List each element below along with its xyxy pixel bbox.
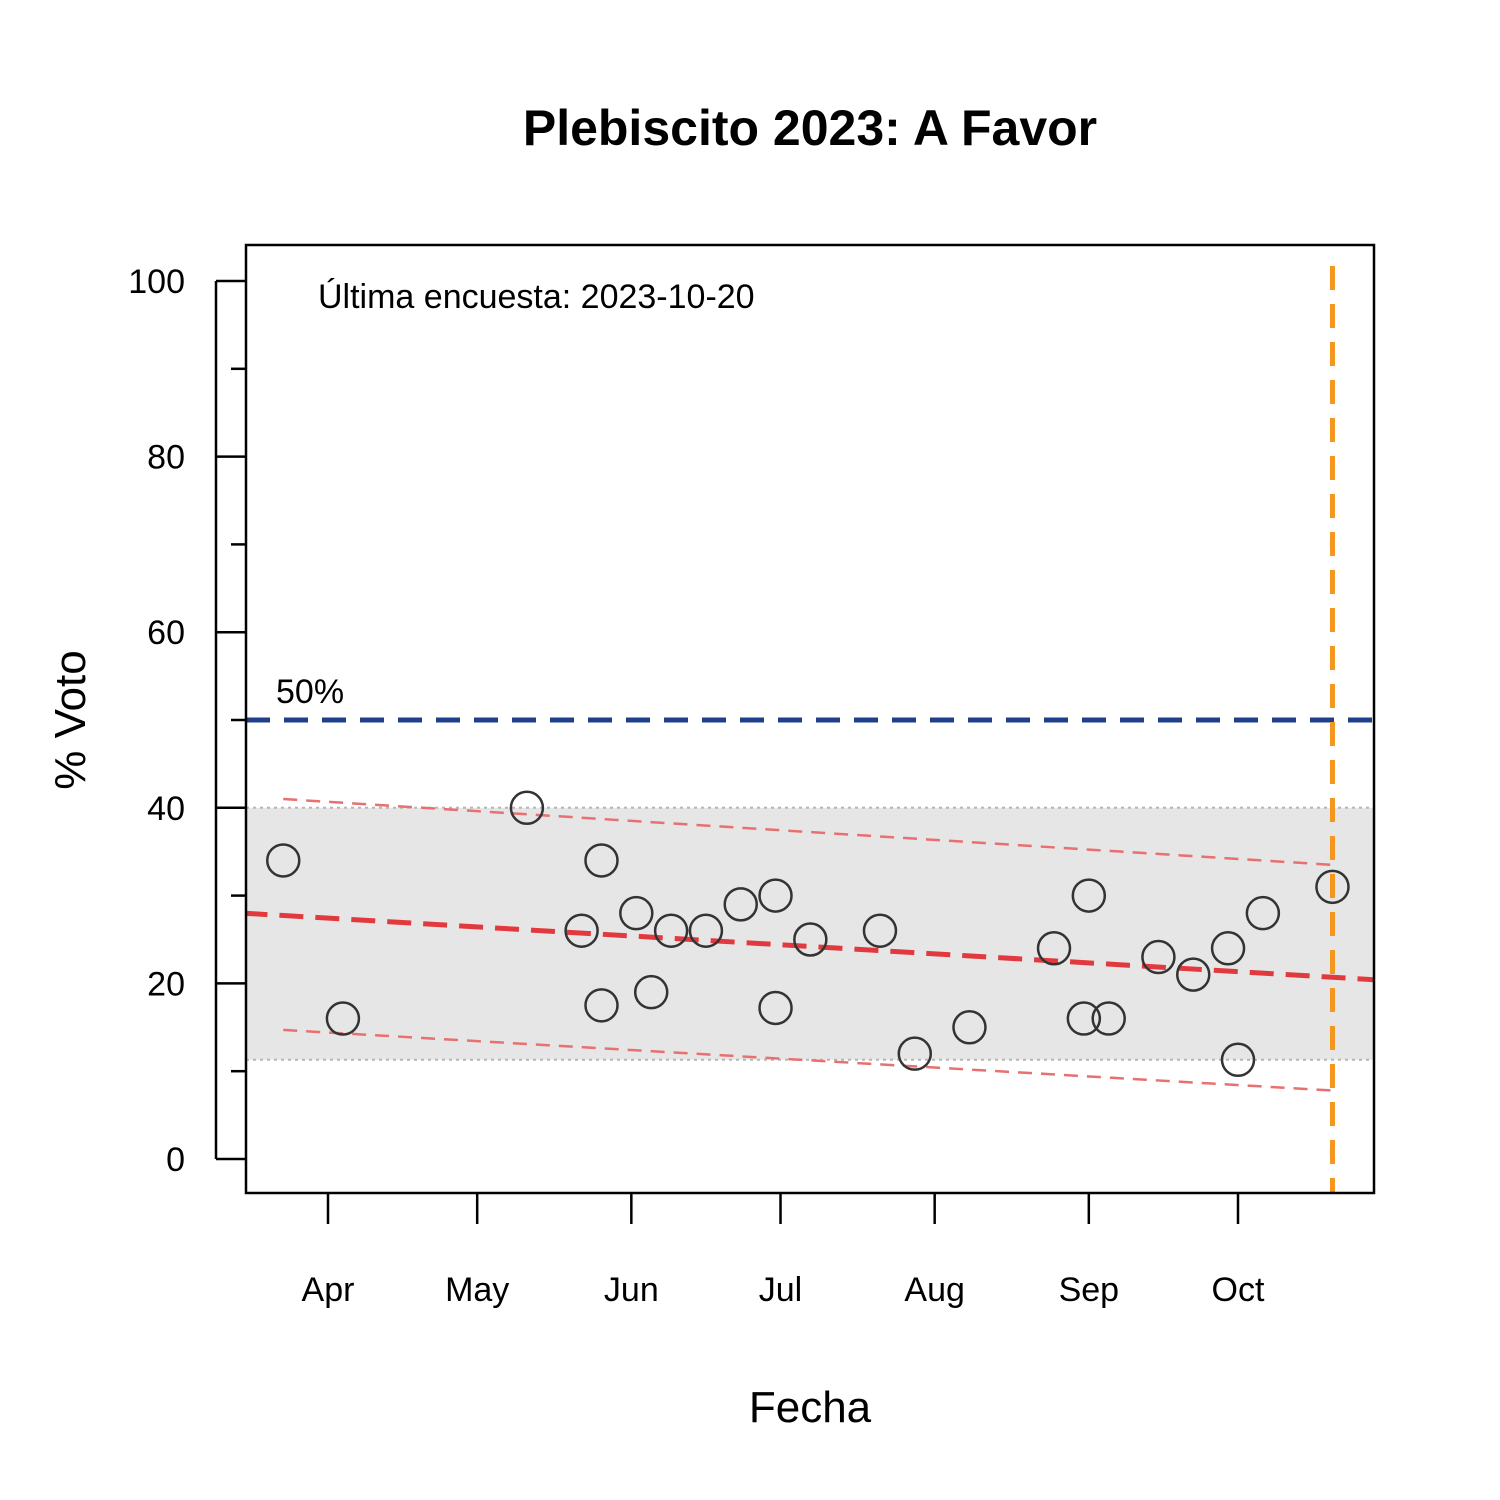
data-point: [1220, 1042, 1256, 1078]
data-point: [862, 913, 898, 948]
x-axis-label: Fecha: [749, 1383, 872, 1432]
x-tick-label: Sep: [1059, 1271, 1120, 1309]
upper-band-line: [283, 797, 1333, 867]
plot-border: [244, 243, 1376, 1195]
data-point: [723, 887, 758, 922]
data-point: [1175, 957, 1211, 992]
plot-area: [246, 266, 1374, 1193]
data-point: [265, 843, 301, 878]
data-point: [509, 790, 545, 826]
y-tick-label: 80: [147, 439, 185, 477]
x-tick-label: Jul: [759, 1271, 802, 1309]
data-point: [633, 974, 669, 1010]
reference-line-label: 50%: [276, 673, 344, 711]
x-tick-label: Apr: [302, 1271, 355, 1309]
data-point: [897, 1036, 933, 1071]
last-poll-annotation: Última encuesta: 2023-10-20: [318, 278, 755, 316]
data-point: [793, 922, 828, 957]
data-point: [653, 913, 689, 948]
data-point: [758, 878, 793, 913]
y-tick-label: 0: [166, 1141, 185, 1179]
y-axis: 0 20 40 60 80 100: [128, 263, 246, 1179]
data-point: [325, 1001, 361, 1036]
x-tick-label: May: [445, 1271, 509, 1309]
data-point: [1071, 878, 1107, 913]
data-point: [1245, 895, 1281, 931]
data-point: [1036, 931, 1072, 966]
y-tick-label: 100: [128, 263, 185, 301]
data-point: [688, 913, 724, 948]
y-tick-label: 20: [147, 965, 185, 1003]
x-tick-label: Aug: [904, 1271, 965, 1309]
x-tick-label: Jun: [604, 1271, 659, 1309]
data-point: [564, 913, 599, 948]
data-point: [619, 895, 654, 931]
range-shade: [246, 807, 1374, 1060]
data-point: [1091, 1001, 1126, 1036]
data-point: [1210, 931, 1246, 966]
y-tick-label: 40: [147, 790, 185, 828]
y-tick-label: 60: [147, 614, 185, 652]
data-point: [584, 988, 619, 1023]
data-point: [758, 990, 793, 1026]
lower-band-line: [283, 1028, 1333, 1092]
data-point: [1141, 939, 1176, 975]
trend-line: [246, 910, 1374, 983]
chart-title: Plebiscito 2023: A Favor: [523, 100, 1097, 156]
y-axis-label: % Voto: [46, 650, 95, 789]
x-tick-label: Oct: [1212, 1271, 1265, 1309]
x-axis: Apr May Jun Jul Aug Sep Oct: [302, 1193, 1265, 1309]
data-point: [584, 843, 619, 878]
data-point: [1066, 1001, 1102, 1036]
data-point: [1315, 869, 1350, 905]
data-point: [952, 1010, 987, 1045]
